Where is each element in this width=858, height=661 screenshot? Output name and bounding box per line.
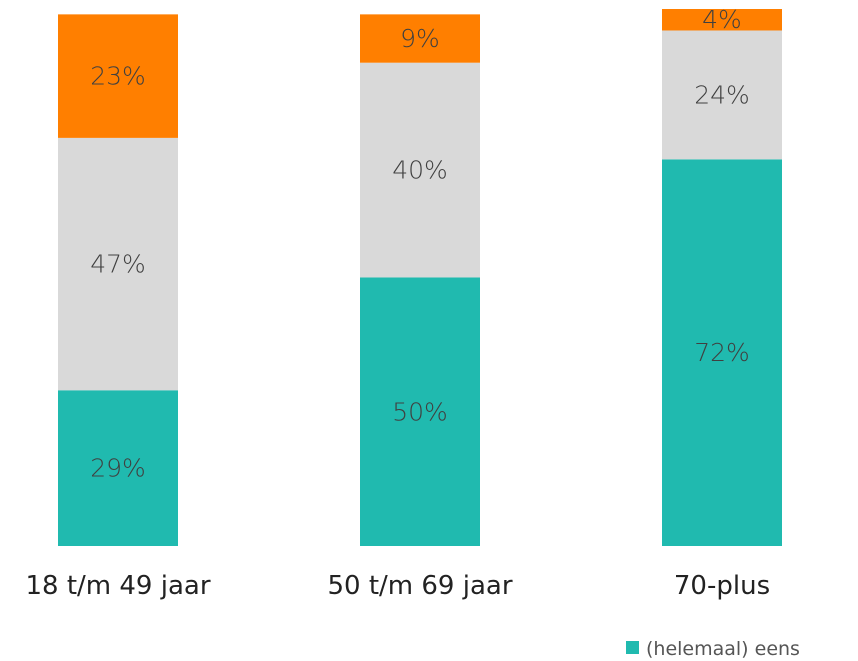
category-label-0: 18 t/m 49 jaar [25, 571, 210, 601]
data-label-0-1: 47% [90, 250, 146, 279]
bar-segment-2-2 [662, 9, 782, 31]
legend: (helemaal) eens [626, 638, 800, 660]
category-labels-layer: 18 t/m 49 jaar 50 t/m 69 jaar 70-plus [25, 571, 770, 601]
segment-labels-layer: 29% 47% 23% 50% 40% 9% 72% 24% 4% [90, 5, 750, 482]
data-label-2-0: 72% [694, 338, 750, 367]
data-label-1-2: 9% [400, 24, 440, 53]
bars-layer [58, 9, 782, 547]
bar-segment-2-0 [662, 159, 782, 547]
bar-segment-1-2 [360, 14, 480, 63]
data-label-1-0: 50% [392, 397, 448, 426]
data-label-1-1: 40% [392, 156, 448, 185]
legend-label-0: (helemaal) eens [646, 638, 800, 660]
category-label-1: 50 t/m 69 jaar [327, 571, 512, 601]
bar-segment-1-1 [360, 62, 480, 278]
legend-swatch-0 [626, 641, 639, 654]
data-label-2-1: 24% [694, 80, 750, 109]
bar-segment-1-0 [360, 277, 480, 546]
data-label-2-2: 4% [702, 5, 742, 34]
bar-segment-2-1 [662, 30, 782, 160]
bar-segment-0-1 [58, 137, 178, 391]
bar-segment-0-2 [58, 14, 178, 138]
data-label-0-0: 29% [90, 454, 146, 483]
category-label-2: 70-plus [674, 571, 770, 601]
bar-segment-0-0 [58, 390, 178, 546]
data-label-0-2: 23% [90, 62, 146, 91]
